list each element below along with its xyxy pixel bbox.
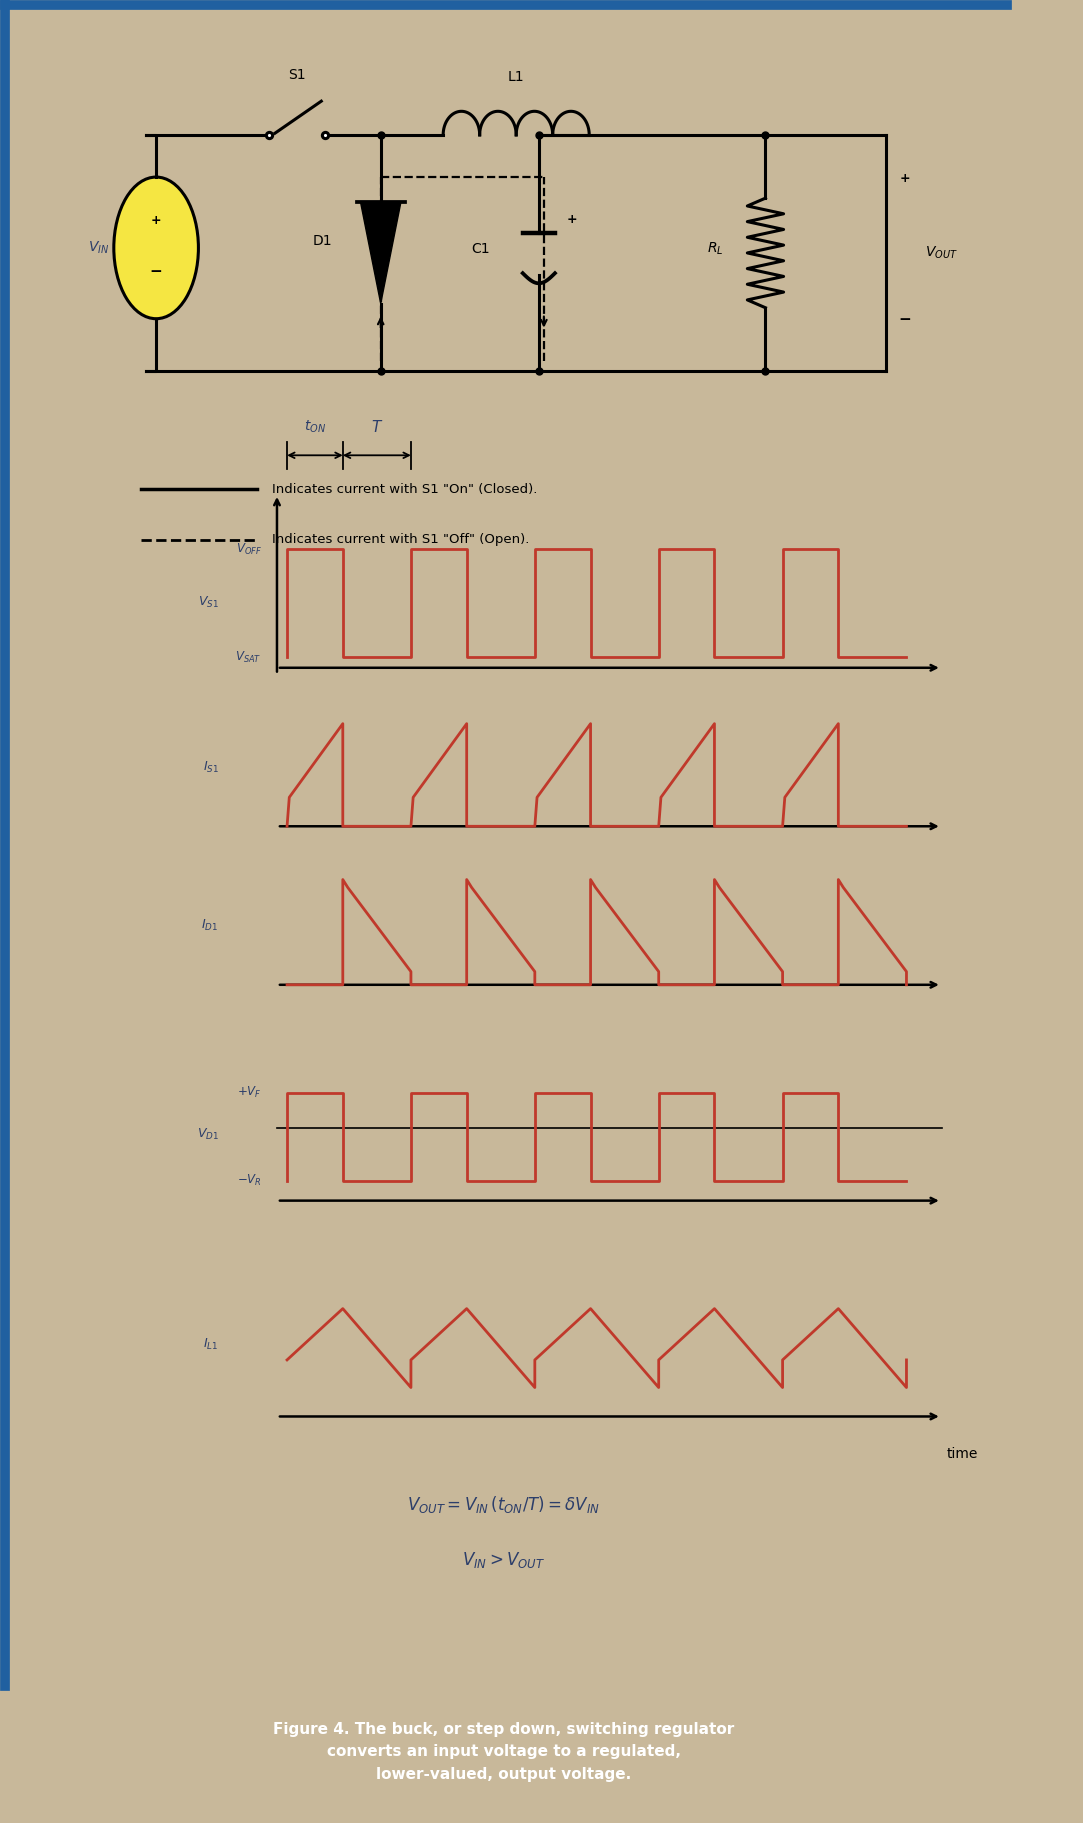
Text: $V_{OUT}= V_{IN}\,(t_{ON}/T) = \delta V_{IN}$: $V_{OUT}= V_{IN}\,(t_{ON}/T) = \delta V_… [407,1493,600,1515]
Text: $R_L$: $R_L$ [707,241,723,257]
Text: time: time [947,1447,978,1460]
Text: C1: C1 [471,242,490,255]
Text: $V_{S1}$: $V_{S1}$ [198,594,219,609]
Text: $t_{ON}$: $t_{ON}$ [304,419,326,436]
Text: Figure 4. The buck, or step down, switching regulator
converts an input voltage : Figure 4. The buck, or step down, switch… [273,1721,734,1783]
Text: $I_{L1}$: $I_{L1}$ [204,1336,219,1351]
Circle shape [114,177,198,319]
Text: $I_{S1}$: $I_{S1}$ [203,760,219,775]
Text: Indicates current with S1 "Off" (Open).: Indicates current with S1 "Off" (Open). [272,532,530,547]
Text: S1: S1 [288,67,305,82]
Text: $T$: $T$ [370,419,383,436]
Text: $V_{SAT}$: $V_{SAT}$ [235,649,262,665]
Text: D1: D1 [313,233,332,248]
Text: $V_{IN}$: $V_{IN}$ [88,239,109,255]
Text: +: + [151,215,161,228]
Text: Indicates current with S1 "On" (Closed).: Indicates current with S1 "On" (Closed). [272,483,537,496]
Text: $+V_F$: $+V_F$ [237,1085,262,1101]
Text: $V_{OUT}$: $V_{OUT}$ [925,244,957,261]
Polygon shape [361,202,401,303]
Text: −: − [149,264,162,279]
Text: −: − [898,312,911,326]
Text: $V_{OFF}$: $V_{OFF}$ [236,541,262,558]
Text: $V_{IN} > V_{OUT}$: $V_{IN} > V_{OUT}$ [462,1550,545,1570]
Text: $V_{D1}$: $V_{D1}$ [196,1127,219,1143]
Text: +: + [899,171,910,186]
Text: L1: L1 [508,69,524,84]
Text: $I_{D1}$: $I_{D1}$ [201,919,219,933]
Text: +: + [567,213,577,226]
Text: $-V_R$: $-V_R$ [237,1174,262,1189]
